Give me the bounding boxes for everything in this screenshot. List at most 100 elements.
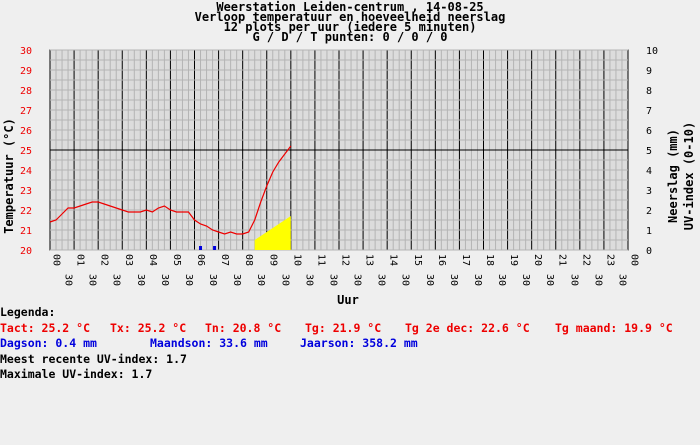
legend-tact: Tact: 25.2 °C (0, 320, 91, 335)
x-hour-tick-label: 23 (604, 254, 615, 266)
x-hour-tick-label: 10 (291, 254, 302, 266)
legend-uv-recent: Meest recente UV-index: 1.7 (0, 351, 187, 366)
y-left-tick-label: 28 (20, 86, 32, 97)
x-hour-tick-label: 17 (460, 254, 471, 266)
y-right-tick-label: 10 (646, 46, 658, 57)
temperature-line (49, 145, 292, 235)
rain-bar (199, 246, 203, 250)
uv-area-layer (254, 216, 291, 250)
x-half-hour-tick-label: 30 (111, 274, 122, 286)
x-half-hour-tick-label: 30 (255, 274, 266, 286)
x-hour-tick-label: 03 (123, 254, 134, 266)
x-half-hour-tick-label: 30 (568, 274, 579, 286)
y-right-tick-label: 0 (646, 246, 652, 257)
x-hour-tick-label: 21 (556, 254, 567, 266)
x-half-hour-tick-label: 30 (87, 274, 98, 286)
legend-jaarson: Jaarson: 358.2 mm (300, 336, 418, 350)
rain-bars-layer (199, 246, 217, 250)
temperature-layer (49, 145, 292, 235)
x-half-hour-tick-label: 30 (63, 274, 74, 286)
x-half-hour-tick-label: 30 (544, 274, 555, 286)
x-half-hour-tick-label: 30 (352, 274, 363, 286)
x-hour-tick-label: 09 (267, 254, 278, 266)
x-half-hour-tick-label: 30 (279, 274, 290, 286)
rain-bar (213, 246, 217, 250)
x-half-hour-tick-label: 30 (520, 274, 531, 286)
y-left-tick-label: 23 (20, 186, 32, 197)
chart-title-line-3: 12 plots per uur (iedere 5 minuten) (224, 20, 477, 34)
y-left-tick-label: 22 (20, 206, 32, 217)
x-half-hour-tick-label: 30 (472, 274, 483, 286)
legend-dagson: Dagson: 0.4 mm (0, 336, 97, 350)
y-left-tick-label: 26 (20, 126, 32, 137)
grid-lines (49, 49, 629, 251)
axis-tick-labels: 2021222324252627282930012345678910003001… (20, 46, 658, 286)
legend-tx: Tx: 25.2 °C (110, 320, 187, 335)
y-left-tick-label: 29 (20, 66, 32, 77)
legend-maandson: Maandson: 33.6 mm (150, 336, 268, 350)
x-half-hour-tick-label: 30 (159, 274, 170, 286)
x-half-hour-tick-label: 30 (231, 274, 242, 286)
y-left-tick-label: 27 (20, 106, 32, 117)
chart-title-line-1: Weerstation Leiden-centrum , 14-08-25 (216, 0, 483, 14)
x-hour-tick-label: 22 (580, 254, 591, 266)
x-hour-tick-label: 15 (412, 254, 423, 266)
legend-tg-maand: Tg maand: 19.9 °C (555, 320, 673, 335)
x-hour-tick-label: 01 (75, 254, 86, 266)
x-half-hour-tick-label: 30 (183, 274, 194, 286)
x-half-hour-tick-label: 30 (496, 274, 507, 286)
x-half-hour-tick-label: 30 (424, 274, 435, 286)
x-hour-tick-label: 02 (99, 254, 110, 266)
x-hour-tick-label: 08 (243, 254, 254, 266)
x-half-hour-tick-label: 30 (303, 274, 314, 286)
y-axis-label-left: Temperatuur (°C) (2, 118, 16, 234)
x-hour-tick-label: 00 (629, 254, 640, 266)
y-right-tick-label: 4 (646, 166, 652, 177)
x-hour-tick-label: 19 (508, 254, 519, 266)
x-half-hour-tick-label: 30 (592, 274, 603, 286)
x-hour-tick-label: 00 (51, 254, 62, 266)
y-left-tick-label: 21 (20, 226, 32, 237)
x-hour-tick-label: 12 (340, 254, 351, 266)
x-half-hour-tick-label: 30 (616, 274, 627, 286)
y-right-tick-label: 8 (646, 86, 652, 97)
y-right-tick-label: 3 (646, 186, 652, 197)
x-hour-tick-label: 11 (315, 254, 326, 266)
legend-heading: Legenda: (0, 305, 56, 319)
y-right-tick-label: 1 (646, 226, 652, 237)
x-half-hour-tick-label: 30 (207, 274, 218, 286)
y-right-tick-label: 7 (646, 106, 652, 117)
x-hour-tick-label: 14 (388, 254, 399, 266)
legend-tn: Tn: 20.8 °C (205, 320, 282, 335)
y-left-tick-label: 30 (20, 46, 32, 57)
x-hour-tick-label: 06 (195, 254, 206, 266)
x-hour-tick-label: 07 (219, 254, 230, 266)
y-left-tick-label: 20 (20, 246, 32, 257)
chart-title-line-2: Verloop temperatuur en hoeveelheid neers… (195, 10, 506, 24)
legend-tg: Tg: 21.9 °C (305, 320, 382, 335)
x-half-hour-tick-label: 30 (376, 274, 387, 286)
x-half-hour-tick-label: 30 (327, 274, 338, 286)
weather-chart: Weerstation Leiden-centrum , 14-08-25 Ve… (2, 0, 696, 305)
y-right-tick-label: 6 (646, 126, 652, 137)
y-axis-label-right-uv: UV-index (0-10) (682, 122, 696, 230)
y-right-tick-label: 5 (646, 146, 652, 157)
uv-index-area (254, 216, 291, 250)
y-left-tick-label: 24 (20, 166, 32, 177)
x-hour-tick-label: 18 (484, 254, 495, 266)
y-axis-label-right-rain: Neerslag (mm) (666, 129, 680, 223)
x-half-hour-tick-label: 30 (135, 274, 146, 286)
y-left-tick-label: 25 (20, 146, 32, 157)
x-hour-tick-label: 16 (436, 254, 447, 266)
legend-tg-2e-dec: Tg 2e dec: 22.6 °C (405, 320, 530, 335)
y-right-tick-label: 9 (646, 66, 652, 77)
x-hour-tick-label: 20 (532, 254, 543, 266)
x-half-hour-tick-label: 30 (400, 274, 411, 286)
chart-title-line-4: G / D / T punten: 0 / 0 / 0 (252, 30, 447, 44)
legend-uv-max: Maximale UV-index: 1.7 (0, 367, 153, 381)
legend: Legenda: Tact: 25.2 °C Tx: 25.2 °C Tn: 2… (0, 305, 700, 383)
x-half-hour-tick-label: 30 (448, 274, 459, 286)
x-hour-tick-label: 04 (147, 254, 158, 266)
x-axis-label: Uur (337, 293, 359, 305)
x-hour-tick-label: 05 (171, 254, 182, 266)
